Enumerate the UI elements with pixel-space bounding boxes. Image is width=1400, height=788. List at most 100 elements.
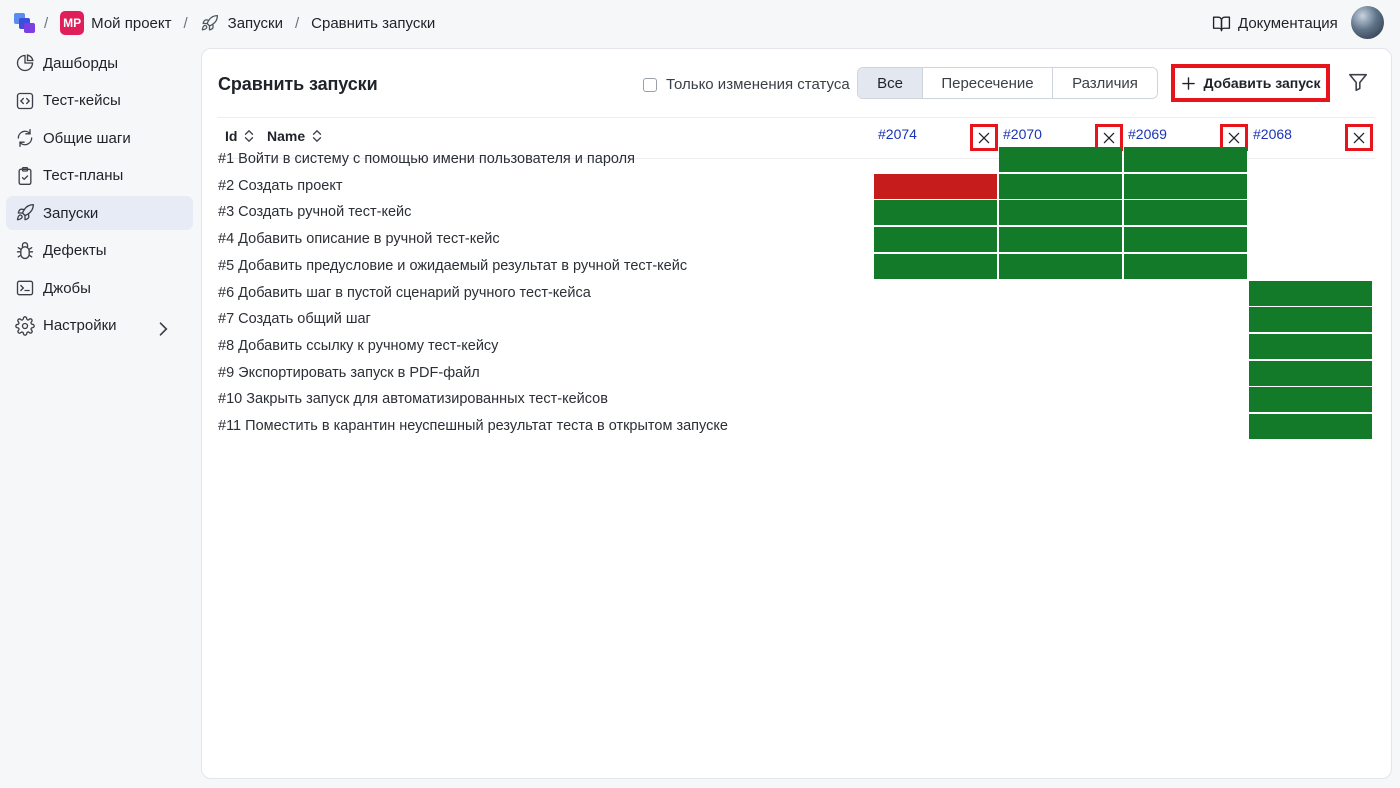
result-cell-passed[interactable] <box>1249 387 1372 413</box>
breadcrumb-runs[interactable]: Запуски <box>200 14 283 33</box>
book-icon <box>1212 15 1231 31</box>
documentation-link[interactable]: Документация <box>1212 0 1338 46</box>
result-cell-passed[interactable] <box>999 253 1122 279</box>
breadcrumb-project[interactable]: MP Мой проект <box>60 11 171 35</box>
sidebar-item-label: Дефекты <box>43 242 107 259</box>
table-row[interactable]: #1 Войти в систему с помощью имени польз… <box>218 151 635 167</box>
app-logo-icon[interactable] <box>13 11 37 35</box>
column-name-label: Name <box>267 128 306 144</box>
result-cell-passed[interactable] <box>1124 173 1247 199</box>
breadcrumb-separator: / <box>183 14 188 32</box>
run-column-header: #2069 <box>1124 118 1249 160</box>
result-cell-passed[interactable] <box>1124 253 1247 279</box>
sidebar-item-dashboards[interactable]: Дашборды <box>6 46 193 80</box>
result-cell-passed[interactable] <box>999 173 1122 199</box>
breadcrumb-project-label: Мой проект <box>91 14 172 32</box>
run-column-header: #2070 <box>999 118 1124 160</box>
result-cell-passed[interactable] <box>874 200 997 226</box>
rocket-icon <box>201 14 218 30</box>
run-link[interactable]: #2069 <box>1128 126 1167 142</box>
result-cell-passed[interactable] <box>1124 227 1247 253</box>
column-id-sort[interactable]: Id <box>225 128 255 144</box>
documentation-label: Документация <box>1238 14 1338 32</box>
result-cell-passed[interactable] <box>1249 280 1372 306</box>
refresh-icon <box>17 129 33 147</box>
table-row[interactable]: #4 Добавить описание в ручной тест-кейс <box>218 231 500 248</box>
result-cell-passed[interactable] <box>1249 333 1372 359</box>
run-link[interactable]: #2070 <box>1003 126 1042 142</box>
close-icon <box>1353 132 1365 143</box>
clipboard-icon <box>18 166 32 185</box>
sidebar-item-shared-steps[interactable]: Общие шаги <box>6 121 193 155</box>
sidebar-item-test-plans[interactable]: Тест-планы <box>6 159 193 193</box>
sidebar-item-settings[interactable]: Настройки <box>6 309 193 343</box>
result-cell-passed[interactable] <box>999 227 1122 253</box>
chevron-right-icon <box>159 321 168 336</box>
result-cell-passed[interactable] <box>1249 307 1372 333</box>
run-column-header: #2074 <box>874 118 999 160</box>
terminal-icon <box>16 280 34 296</box>
close-icon <box>1228 132 1240 143</box>
close-icon <box>978 132 990 143</box>
sidebar-item-jobs[interactable]: Джобы <box>6 271 193 305</box>
breadcrumb-separator: / <box>294 14 300 32</box>
breadcrumb-runs-label: Запуски <box>227 14 283 32</box>
pie-chart-icon <box>16 54 34 72</box>
result-cell-passed[interactable] <box>999 200 1122 226</box>
table-row[interactable]: #11 Поместить в карантин неуспешный резу… <box>218 418 728 434</box>
sort-icon <box>312 129 322 143</box>
table-row[interactable]: #10 Закрыть запуск для автоматизированны… <box>218 391 608 408</box>
remove-run-button[interactable] <box>1345 124 1373 151</box>
filter-tab-all[interactable]: Все <box>858 68 923 98</box>
compare-runs-panel: Сравнить запуски Только изменения статус… <box>201 48 1392 779</box>
table-row[interactable]: #8 Добавить ссылку к ручному тест-кейсу <box>218 337 499 354</box>
sidebar-item-test-cases[interactable]: Тест-кейсы <box>6 84 193 118</box>
breadcrumb-current: Сравнить запуски <box>311 14 436 32</box>
status-only-label: Только изменения статуса <box>666 76 850 93</box>
rocket-icon <box>16 203 34 221</box>
filter-tab-differences[interactable]: Различия <box>1053 68 1157 98</box>
result-cell-passed[interactable] <box>1249 360 1372 386</box>
plus-icon <box>1181 76 1195 90</box>
table-row[interactable]: #5 Добавить предусловие и ожидаемый резу… <box>218 257 688 274</box>
table-row[interactable]: #7 Создать общий шаг <box>218 311 371 328</box>
code-icon <box>16 92 34 109</box>
top-bar: / MP Мой проект / Запуски / Сравнить зап… <box>0 0 1400 46</box>
run-link[interactable]: #2074 <box>878 126 917 142</box>
result-cell-passed[interactable] <box>1249 414 1372 439</box>
result-cell-passed[interactable] <box>1124 147 1247 172</box>
close-icon <box>1103 132 1115 143</box>
run-link[interactable]: #2068 <box>1253 126 1292 142</box>
sidebar-item-defects[interactable]: Дефекты <box>6 234 193 268</box>
breadcrumb: / MP Мой проект / Запуски / Сравнить зап… <box>44 0 447 46</box>
run-column-header: #2068 <box>1249 118 1374 160</box>
result-cell-failed[interactable] <box>874 173 997 199</box>
project-badge: MP <box>60 11 85 35</box>
remove-run-button[interactable] <box>970 124 998 151</box>
filter-icon[interactable] <box>1347 71 1369 93</box>
sidebar-item-label: Запуски <box>43 204 99 222</box>
table-row[interactable]: #6 Добавить шаг в пустой сценарий ручног… <box>218 284 591 301</box>
filter-tab-intersection[interactable]: Пересечение <box>923 68 1053 98</box>
result-cell-passed[interactable] <box>874 253 997 279</box>
avatar[interactable] <box>1351 6 1384 39</box>
gear-icon <box>15 315 35 336</box>
result-cell-passed[interactable] <box>1124 200 1247 226</box>
page-title: Сравнить запуски <box>218 74 378 94</box>
sidebar-item-label: Джобы <box>43 279 91 297</box>
result-cell-passed[interactable] <box>999 147 1122 172</box>
add-run-button[interactable]: Добавить запуск <box>1171 64 1330 102</box>
sidebar-item-label: Общие шаги <box>43 129 131 147</box>
add-run-label: Добавить запуск <box>1203 75 1321 91</box>
column-name-sort[interactable]: Name <box>267 128 323 144</box>
sidebar-item-runs[interactable]: Запуски <box>6 196 193 230</box>
status-only-checkbox[interactable]: Только изменения статуса <box>643 76 850 93</box>
checkbox-box[interactable] <box>643 77 657 92</box>
filter-segmented-control: Все Пересечение Различия <box>857 67 1158 99</box>
table-row[interactable]: #9 Экспортировать запуск в PDF-файл <box>218 364 480 381</box>
table-row[interactable]: #2 Создать проект <box>218 177 343 194</box>
bug-icon <box>16 241 34 259</box>
table-row[interactable]: #3 Создать ручной тест-кейс <box>218 204 412 221</box>
table-header: Id Name #2074 #2070 #2069 #2068 <box>217 117 1375 159</box>
result-cell-passed[interactable] <box>874 227 997 253</box>
